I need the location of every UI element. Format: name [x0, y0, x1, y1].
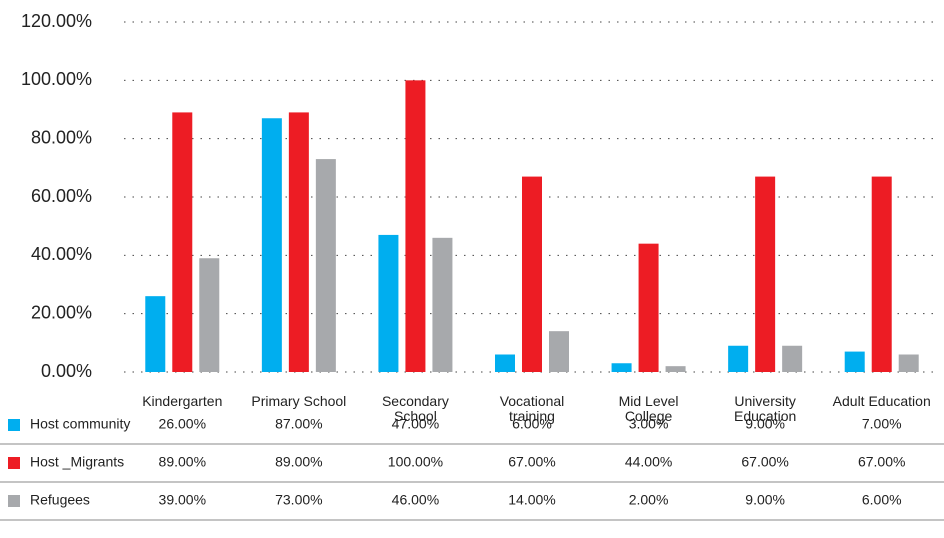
y-tick-label: 60.00%: [31, 186, 92, 206]
bar: [172, 112, 193, 373]
table-cell: 67.00%: [858, 454, 905, 470]
x-tick-label: Adult Education: [832, 393, 931, 409]
table-cell: 3.00%: [629, 416, 669, 432]
bar: [898, 354, 919, 372]
legend-label: Host community: [30, 416, 130, 432]
table-cell: 44.00%: [625, 454, 672, 470]
x-tick-label: Vocational training: [499, 393, 565, 424]
y-tick-label: 20.00%: [31, 302, 92, 322]
table-cell: 47.00%: [392, 416, 439, 432]
table-cell: 89.00%: [275, 454, 322, 470]
bar: [288, 112, 309, 373]
bar: [199, 258, 220, 372]
x-tick-label: University Education: [734, 393, 797, 424]
table-cell: 89.00%: [159, 454, 206, 470]
table-cell: 14.00%: [508, 492, 555, 508]
x-tick-label: Secondary School: [381, 393, 449, 424]
y-tick-label: 0.00%: [41, 361, 92, 381]
x-tick-label: Mid Level College: [618, 393, 679, 424]
table-cell: 6.00%: [862, 492, 902, 508]
table-cell: 9.00%: [745, 416, 785, 432]
bar: [755, 176, 776, 372]
table-cell: 26.00%: [159, 416, 206, 432]
bar: [495, 354, 515, 372]
legend-swatch: [8, 419, 20, 431]
bar: [432, 237, 453, 372]
table-cell: 46.00%: [392, 492, 439, 508]
legend-swatch: [8, 457, 20, 469]
x-tick-label: Kindergarten: [142, 393, 223, 409]
table-cell: 9.00%: [745, 492, 785, 508]
y-tick-label: 40.00%: [31, 244, 92, 264]
y-tick-label: 100.00%: [21, 69, 92, 89]
x-tick-label: Primary School: [251, 393, 347, 409]
y-tick-label: 80.00%: [31, 127, 92, 147]
legend-label: Refugees: [30, 492, 90, 508]
bar: [611, 363, 632, 372]
table-cell: 2.00%: [629, 492, 669, 508]
table-cell: 39.00%: [159, 492, 206, 508]
y-tick-label: 120.00%: [21, 11, 92, 31]
bar: [378, 234, 399, 372]
bar: [871, 176, 892, 372]
table-cell: 73.00%: [275, 492, 322, 508]
bar: [638, 243, 659, 372]
table-cell: 67.00%: [508, 454, 555, 470]
table-cell: 7.00%: [862, 416, 902, 432]
table-cell: 67.00%: [741, 454, 788, 470]
table-cell: 100.00%: [388, 454, 443, 470]
legend-swatch: [8, 495, 20, 507]
bar: [665, 366, 686, 372]
bar: [315, 159, 336, 372]
bar: [844, 351, 865, 372]
bar: [261, 118, 282, 372]
bar: [145, 296, 166, 372]
bar: [522, 176, 542, 372]
legend-label: Host _Migrants: [30, 454, 124, 470]
bar: [782, 345, 803, 372]
bar: [549, 331, 569, 372]
table-cell: 6.00%: [512, 416, 552, 432]
bar: [728, 345, 749, 372]
table-cell: 87.00%: [275, 416, 322, 432]
bar: [405, 80, 426, 372]
